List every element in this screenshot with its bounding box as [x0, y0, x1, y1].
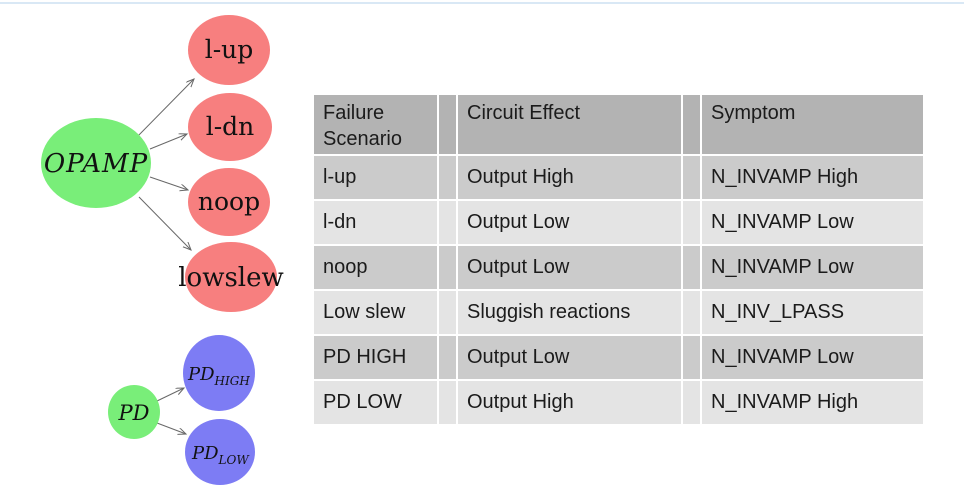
cell-spacer	[683, 201, 700, 244]
cell-effect: Output Low	[458, 201, 681, 244]
arrow-opamp-to-ldn	[149, 134, 187, 150]
cell-spacer	[683, 381, 700, 424]
cell-spacer	[683, 291, 700, 334]
node-pd	[108, 385, 160, 439]
table-row: l-up Output High N_INVAMP High	[314, 156, 923, 199]
cell-spacer	[439, 381, 456, 424]
node-noop-label: noop	[198, 187, 260, 216]
node-opamp-label: OPAMP	[44, 149, 148, 179]
node-ldn-label: l-dn	[206, 112, 255, 141]
cell-scenario: l-up	[314, 156, 437, 199]
arrow-opamp-to-lowslew	[138, 196, 191, 250]
node-pdlow-label: PDLOW	[191, 443, 250, 467]
header-spacer	[439, 95, 456, 154]
node-pdhigh	[183, 335, 255, 411]
node-pd-label: PD	[118, 401, 150, 425]
node-pdlow-label-main: PD	[191, 443, 219, 464]
cell-symptom: N_INVAMP High	[702, 156, 923, 199]
node-pdhigh-label-sub: HIGH	[214, 374, 251, 388]
cell-spacer	[683, 246, 700, 289]
node-pdhigh-label-main: PD	[187, 364, 215, 385]
cell-scenario: PD LOW	[314, 381, 437, 424]
cell-symptom: N_INVAMP Low	[702, 336, 923, 379]
node-pdlow	[185, 419, 255, 485]
node-pdhigh-label: PDHIGH	[187, 364, 250, 388]
header-failure-scenario: Failure Scenario	[314, 95, 437, 154]
node-lowslew-label: lowslew	[178, 263, 284, 293]
cell-scenario: Low slew	[314, 291, 437, 334]
top-border-line	[0, 2, 964, 4]
cell-symptom: N_INVAMP High	[702, 381, 923, 424]
cell-spacer	[683, 336, 700, 379]
header-spacer	[683, 95, 700, 154]
header-symptom: Symptom	[702, 95, 923, 154]
node-lup	[188, 15, 270, 85]
node-lup-label: l-up	[205, 35, 254, 64]
table-row: noop Output Low N_INVAMP Low	[314, 246, 923, 289]
table-row: PD LOW Output High N_INVAMP High	[314, 381, 923, 424]
cell-effect: Output Low	[458, 336, 681, 379]
cell-scenario: l-dn	[314, 201, 437, 244]
cell-effect: Sluggish reactions	[458, 291, 681, 334]
cell-spacer	[439, 201, 456, 244]
fault-diagram: OPAMP l-up l-dn noop lowslew PD PDHIGH P…	[41, 15, 284, 485]
node-lowslew	[185, 242, 277, 312]
failure-table: Failure Scenario Circuit Effect Symptom …	[312, 93, 925, 426]
cell-effect: Output Low	[458, 246, 681, 289]
cell-scenario: PD HIGH	[314, 336, 437, 379]
cell-spacer	[439, 336, 456, 379]
cell-symptom: N_INVAMP Low	[702, 201, 923, 244]
cell-spacer	[439, 246, 456, 289]
arrow-pd-to-pdhigh	[156, 388, 184, 402]
node-ldn	[188, 93, 272, 161]
node-pdlow-label-sub: LOW	[218, 453, 251, 467]
cell-symptom: N_INV_LPASS	[702, 291, 923, 334]
cell-scenario: noop	[314, 246, 437, 289]
cell-effect: Output High	[458, 156, 681, 199]
header-circuit-effect: Circuit Effect	[458, 95, 681, 154]
table-row: PD HIGH Output Low N_INVAMP Low	[314, 336, 923, 379]
cell-spacer	[439, 156, 456, 199]
arrow-opamp-to-lup	[134, 79, 194, 140]
node-noop	[188, 168, 270, 236]
arrow-opamp-to-noop	[149, 176, 188, 190]
cell-spacer	[439, 291, 456, 334]
table-row: Low slew Sluggish reactions N_INV_LPASS	[314, 291, 923, 334]
table-header-row: Failure Scenario Circuit Effect Symptom	[314, 95, 923, 154]
cell-spacer	[683, 156, 700, 199]
node-opamp	[41, 118, 151, 208]
cell-symptom: N_INVAMP Low	[702, 246, 923, 289]
table-row: l-dn Output Low N_INVAMP Low	[314, 201, 923, 244]
cell-effect: Output High	[458, 381, 681, 424]
arrow-pd-to-pdlow	[156, 422, 186, 434]
